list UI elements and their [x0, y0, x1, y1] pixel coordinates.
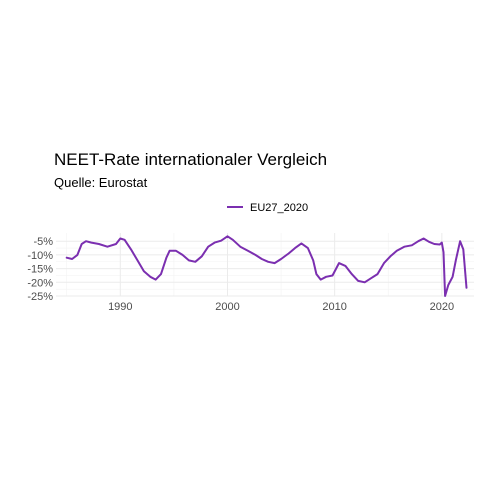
series-line [67, 236, 467, 296]
legend: EU27_2020 [227, 202, 308, 214]
series-layer [67, 236, 467, 296]
x-tick-label: 1990 [108, 301, 132, 313]
chart-subtitle: Quelle: Eurostat [54, 175, 148, 190]
major-gridlines [56, 233, 474, 296]
y-tick-label: -5% [33, 236, 53, 248]
x-tick-label: 2020 [430, 301, 454, 313]
y-tick-label: -20% [27, 277, 53, 289]
x-axis-tick-labels: 1990 2000 2010 2020 [108, 301, 454, 313]
y-tick-label: -25% [27, 291, 53, 303]
x-tick-label: 2010 [322, 301, 346, 313]
minor-gridlines [56, 233, 474, 296]
chart-title: NEET-Rate internationaler Vergleich [54, 150, 327, 169]
y-axis-tick-labels: -5% -10% -15%-20% -25% [27, 236, 53, 303]
y-tick-label: -10% [27, 250, 53, 262]
x-tick-label: 2000 [215, 301, 239, 313]
legend-label: EU27_2020 [250, 202, 308, 214]
y-tick-label: -15% [27, 264, 53, 276]
